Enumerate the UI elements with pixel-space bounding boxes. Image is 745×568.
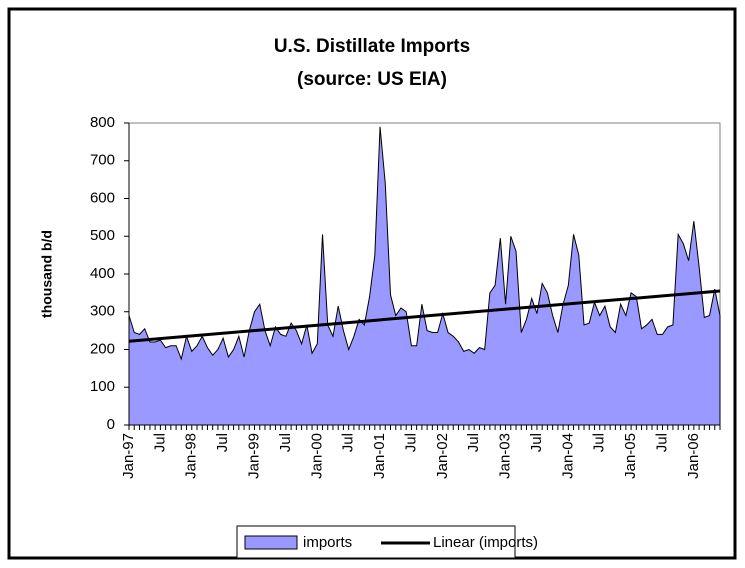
y-tick-label: 600	[90, 189, 115, 206]
y-tick-label: 400	[90, 265, 115, 282]
x-tick-label: Jul	[340, 433, 357, 452]
chart-subtitle: (source: US EIA)	[297, 69, 447, 90]
x-tick-label: Jul	[151, 433, 168, 452]
y-tick-label: 100	[90, 378, 115, 395]
legend-label: Linear (imports)	[433, 534, 538, 551]
x-tick-label: Jul	[402, 433, 419, 452]
x-tick-label: Jan-05	[622, 433, 639, 479]
trendline	[128, 289, 721, 343]
x-tick-label: Jan-00	[308, 433, 325, 479]
chart-title: U.S. Distillate Imports	[274, 36, 470, 57]
y-tick-label: 0	[107, 416, 115, 433]
x-tick-label: Jan-03	[497, 433, 514, 479]
x-tick-label: Jul	[214, 433, 231, 452]
y-tick-label: 300	[90, 303, 115, 320]
y-tick-label: 200	[90, 340, 115, 357]
legend-swatch	[244, 535, 298, 550]
x-tick-label: Jan-98	[183, 433, 200, 479]
x-tick-label: Jul	[465, 433, 482, 452]
x-tick-label: Jan-02	[434, 433, 451, 479]
y-tick-label: 500	[90, 227, 115, 244]
y-tick-label: 700	[90, 152, 115, 169]
x-tick-label: Jul	[277, 433, 294, 452]
x-tick-label: Jan-99	[245, 433, 262, 479]
x-tick-label: Jan-97	[120, 433, 137, 479]
x-tick-label: Jul	[528, 433, 545, 452]
legend-label: imports	[303, 534, 352, 551]
x-tick-label: Jan-06	[685, 433, 702, 479]
y-axis-title: thousand b/d	[39, 230, 55, 318]
area	[128, 126, 721, 426]
x-tick-label: Jul	[653, 433, 670, 452]
x-tick-label: Jan-01	[371, 433, 388, 479]
y-tick-label: 800	[90, 114, 115, 131]
x-tick-label: Jan-04	[559, 433, 576, 479]
x-tick-label: Jul	[591, 433, 608, 452]
